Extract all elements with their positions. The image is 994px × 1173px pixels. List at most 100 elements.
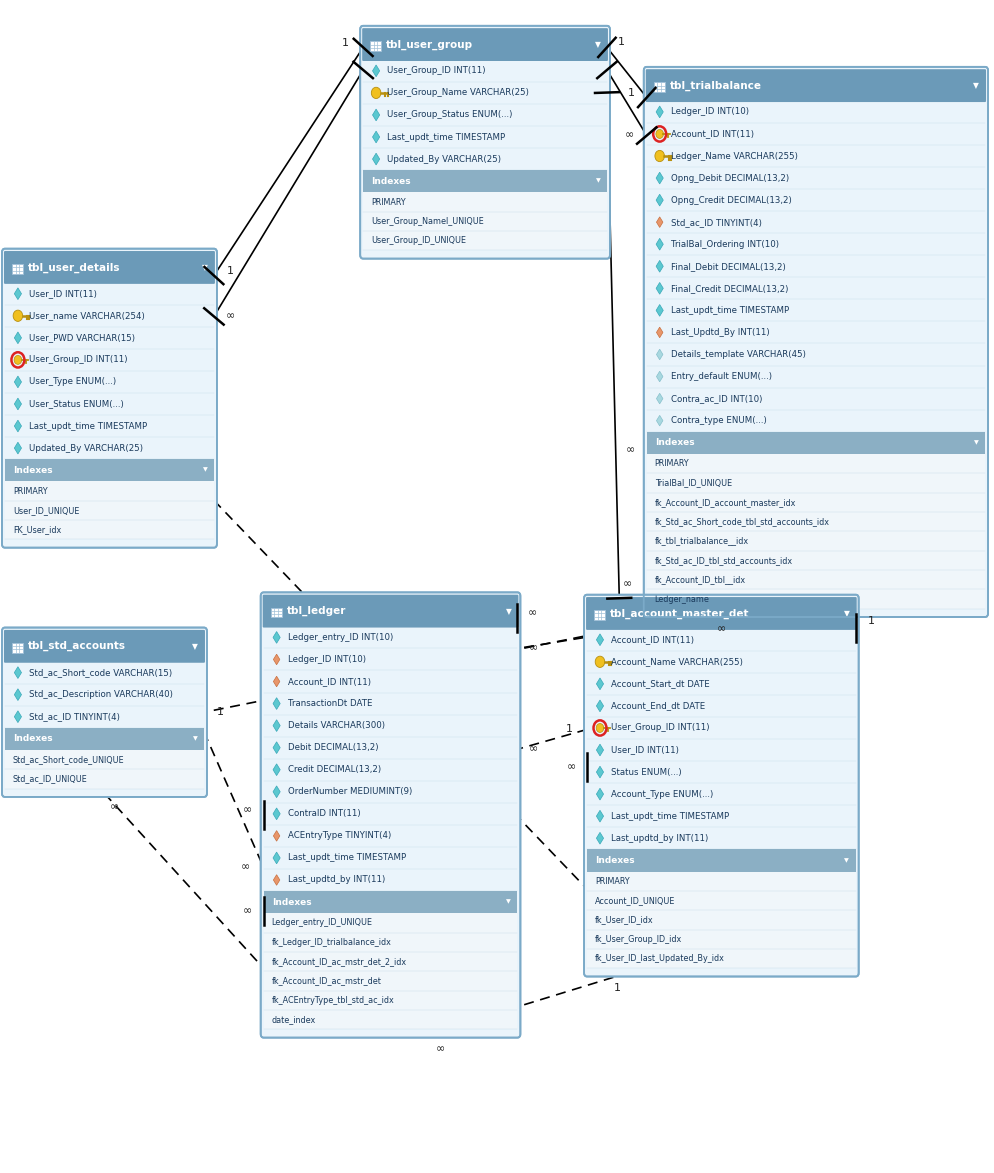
- Polygon shape: [595, 788, 603, 800]
- Bar: [263, 781, 517, 802]
- Text: 1: 1: [867, 616, 875, 626]
- FancyBboxPatch shape: [4, 251, 215, 284]
- Polygon shape: [273, 830, 279, 841]
- Polygon shape: [14, 442, 22, 454]
- Text: ▼: ▼: [973, 440, 977, 446]
- FancyBboxPatch shape: [585, 597, 856, 630]
- Text: Last_updt_time TIMESTAMP: Last_updt_time TIMESTAMP: [287, 854, 406, 862]
- Bar: [586, 617, 855, 629]
- FancyBboxPatch shape: [643, 67, 987, 617]
- Text: Last_updt_time TIMESTAMP: Last_updt_time TIMESTAMP: [29, 421, 147, 430]
- Text: fk_Account_ID_tbl__idx: fk_Account_ID_tbl__idx: [654, 575, 746, 584]
- Bar: [5, 481, 214, 501]
- Text: User_Group_Name VARCHAR(25): User_Group_Name VARCHAR(25): [387, 88, 529, 97]
- Polygon shape: [595, 766, 603, 778]
- Circle shape: [654, 150, 664, 162]
- Bar: [653, 82, 664, 91]
- Bar: [12, 264, 23, 273]
- Text: ∞: ∞: [622, 579, 631, 589]
- Bar: [5, 327, 214, 348]
- Bar: [263, 1010, 517, 1030]
- Text: Ledger_Name VARCHAR(255): Ledger_Name VARCHAR(255): [670, 151, 797, 161]
- Text: Contra_ac_ID INT(10): Contra_ac_ID INT(10): [670, 394, 761, 404]
- Text: ▼: ▼: [595, 178, 599, 184]
- Text: Std_ac_ID TINYINT(4): Std_ac_ID TINYINT(4): [29, 712, 119, 721]
- Text: Last_updt_time TIMESTAMP: Last_updt_time TIMESTAMP: [387, 133, 505, 142]
- Bar: [263, 626, 517, 649]
- Bar: [586, 717, 855, 739]
- Polygon shape: [656, 372, 662, 382]
- Polygon shape: [14, 689, 22, 700]
- Bar: [646, 277, 984, 299]
- Text: 1: 1: [616, 36, 624, 47]
- Bar: [646, 493, 984, 513]
- Bar: [586, 949, 855, 968]
- FancyBboxPatch shape: [583, 595, 858, 976]
- Bar: [263, 933, 517, 952]
- Text: ▼: ▼: [844, 857, 848, 863]
- Polygon shape: [14, 420, 22, 432]
- Polygon shape: [655, 283, 663, 294]
- Bar: [646, 211, 984, 233]
- Bar: [5, 371, 214, 393]
- Circle shape: [595, 724, 603, 732]
- Bar: [5, 459, 214, 481]
- Text: User_Group_ID INT(11): User_Group_ID INT(11): [610, 724, 709, 732]
- Bar: [586, 805, 855, 827]
- Circle shape: [655, 129, 663, 138]
- Text: ▼: ▼: [202, 263, 208, 272]
- Text: Account_Name VARCHAR(255): Account_Name VARCHAR(255): [610, 657, 743, 666]
- Text: TrialBal_ID_UNIQUE: TrialBal_ID_UNIQUE: [654, 479, 732, 488]
- Text: Account_ID INT(11): Account_ID INT(11): [287, 677, 370, 686]
- Polygon shape: [656, 327, 662, 338]
- Bar: [5, 415, 214, 438]
- Polygon shape: [656, 217, 662, 228]
- Text: TrialBal_Ordering INT(10): TrialBal_Ordering INT(10): [670, 239, 778, 249]
- Text: tbl_std_accounts: tbl_std_accounts: [28, 642, 125, 651]
- Bar: [363, 48, 606, 60]
- Polygon shape: [14, 332, 22, 344]
- Polygon shape: [14, 377, 22, 388]
- Text: ∞: ∞: [528, 644, 538, 653]
- Bar: [263, 971, 517, 991]
- Bar: [586, 827, 855, 849]
- Polygon shape: [273, 676, 279, 686]
- Polygon shape: [14, 287, 22, 299]
- Bar: [263, 952, 517, 971]
- Polygon shape: [655, 305, 663, 317]
- Polygon shape: [655, 172, 663, 184]
- Bar: [363, 126, 606, 148]
- Bar: [263, 891, 517, 914]
- Bar: [263, 615, 517, 626]
- Text: Final_Debit DECIMAL(13,2): Final_Debit DECIMAL(13,2): [670, 262, 784, 271]
- Text: 1: 1: [216, 707, 224, 717]
- Polygon shape: [656, 393, 662, 404]
- Text: 1: 1: [626, 88, 634, 97]
- Bar: [263, 825, 517, 847]
- Bar: [363, 60, 606, 82]
- Polygon shape: [595, 744, 603, 755]
- Bar: [5, 438, 214, 459]
- Text: fk_User_ID_last_Updated_By_idx: fk_User_ID_last_Updated_By_idx: [594, 954, 725, 963]
- Polygon shape: [372, 65, 380, 76]
- Text: Opng_Debit DECIMAL(13,2): Opng_Debit DECIMAL(13,2): [670, 174, 788, 183]
- Bar: [586, 890, 855, 910]
- Bar: [5, 750, 204, 769]
- Text: tbl_ledger: tbl_ledger: [286, 606, 346, 616]
- Text: ▼: ▼: [594, 40, 600, 49]
- Text: fk_Account_ID_ac_mstr_det: fk_Account_ID_ac_mstr_det: [271, 977, 381, 985]
- Text: PRIMARY: PRIMARY: [654, 459, 689, 468]
- Bar: [646, 570, 984, 590]
- FancyBboxPatch shape: [360, 26, 609, 259]
- Bar: [646, 123, 984, 145]
- Text: PRIMARY: PRIMARY: [594, 876, 629, 886]
- Text: fk_tbl_trialbalance__idx: fk_tbl_trialbalance__idx: [654, 536, 748, 545]
- Text: User_Group_ID INT(11): User_Group_ID INT(11): [29, 355, 127, 365]
- Text: Std_ac_Description VARCHAR(40): Std_ac_Description VARCHAR(40): [29, 690, 173, 699]
- Polygon shape: [655, 195, 663, 206]
- FancyBboxPatch shape: [260, 592, 520, 1038]
- FancyBboxPatch shape: [645, 69, 985, 102]
- Text: User_ID INT(11): User_ID INT(11): [610, 746, 678, 754]
- Circle shape: [371, 87, 381, 99]
- Text: Std_ac_Short_code VARCHAR(15): Std_ac_Short_code VARCHAR(15): [29, 669, 172, 677]
